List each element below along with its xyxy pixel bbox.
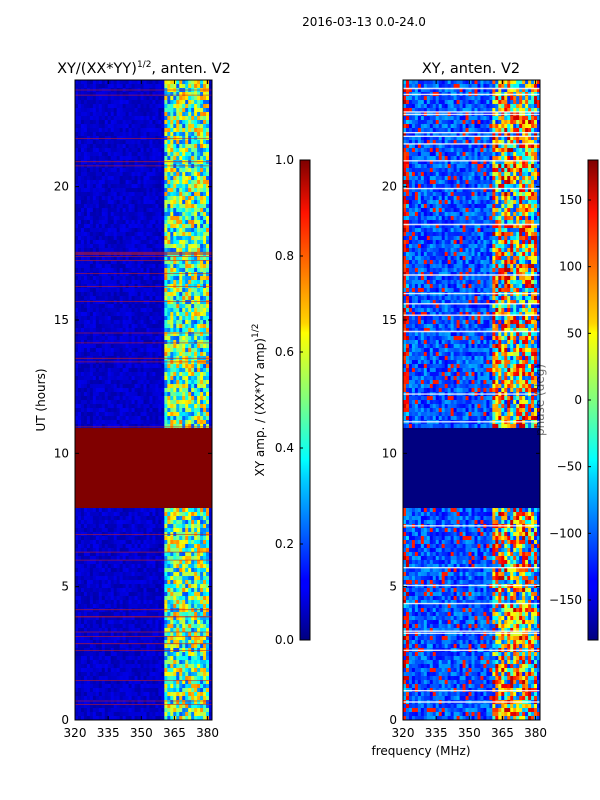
y-tick-label: 10 bbox=[382, 446, 397, 460]
left-heatmap bbox=[75, 80, 212, 720]
x-tick-label: 320 bbox=[392, 726, 415, 740]
x-tick-label: 350 bbox=[458, 726, 481, 740]
right-heatmap bbox=[403, 80, 540, 720]
colorbar-tick-label: 100 bbox=[559, 260, 582, 274]
right-chart-title: XY, anten. V2 bbox=[422, 61, 520, 77]
y-tick-label: 5 bbox=[389, 580, 397, 594]
y-tick-label: 20 bbox=[382, 180, 397, 194]
right-axis-ticks: 320 335 350 365 380 0 5 10 15 20 bbox=[382, 80, 547, 740]
colorbar-tick-label: 0.0 bbox=[275, 633, 294, 647]
y-tick-label: 5 bbox=[61, 580, 69, 594]
x-tick-label: 320 bbox=[64, 726, 87, 740]
phase-colorbar-label: phase (deg) bbox=[533, 364, 547, 436]
right-x-axis-label: frequency (MHz) bbox=[371, 744, 470, 758]
y-tick-label: 15 bbox=[382, 313, 397, 327]
amplitude-colorbar-label: XY amp. / (XX*YY amp)1/2 bbox=[251, 324, 267, 477]
colorbar-tick-label: 50 bbox=[567, 326, 582, 340]
colorbar-tick-label: −150 bbox=[549, 593, 582, 607]
x-tick-label: 335 bbox=[97, 726, 120, 740]
x-tick-label: 350 bbox=[130, 726, 153, 740]
left-axis-ticks: 320 335 350 365 380 0 5 10 15 20 bbox=[54, 80, 219, 740]
left-plot-frame bbox=[74, 79, 213, 721]
amplitude-colorbar-ticks: 0.0 0.2 0.4 0.6 0.8 1.0 bbox=[275, 153, 303, 647]
x-tick-label: 380 bbox=[196, 726, 219, 740]
phase-colorbar-ticks: −150 −100 −50 0 50 100 150 bbox=[549, 193, 591, 607]
y-tick-label: 0 bbox=[389, 713, 397, 727]
left-y-axis-label: UT (hours) bbox=[34, 368, 48, 431]
x-tick-label: 365 bbox=[163, 726, 186, 740]
colorbar-tick-label: 1.0 bbox=[275, 153, 294, 167]
colorbar-tick-label: −100 bbox=[549, 526, 582, 540]
amplitude-colorbar bbox=[299, 159, 311, 641]
x-tick-label: 380 bbox=[524, 726, 547, 740]
x-tick-label: 335 bbox=[425, 726, 448, 740]
y-tick-label: 15 bbox=[54, 313, 69, 327]
x-tick-label: 365 bbox=[491, 726, 514, 740]
colorbar-tick-label: 150 bbox=[559, 193, 582, 207]
colorbar-tick-label: 0.4 bbox=[275, 441, 294, 455]
y-tick-label: 20 bbox=[54, 180, 69, 194]
y-tick-label: 0 bbox=[61, 713, 69, 727]
colorbar-tick-label: 0.8 bbox=[275, 249, 294, 263]
left-chart-title: XY/(XX*YY)1/2, anten. V2 bbox=[57, 60, 231, 77]
right-plot-frame bbox=[402, 79, 541, 721]
figure-title: 2016-03-13 0.0-24.0 bbox=[302, 15, 426, 29]
colorbar-tick-label: 0.6 bbox=[275, 345, 294, 359]
y-tick-label: 10 bbox=[54, 446, 69, 460]
colorbar-tick-label: 0 bbox=[574, 393, 582, 407]
colorbar-tick-label: −50 bbox=[557, 460, 582, 474]
colorbar-tick-label: 0.2 bbox=[275, 537, 294, 551]
